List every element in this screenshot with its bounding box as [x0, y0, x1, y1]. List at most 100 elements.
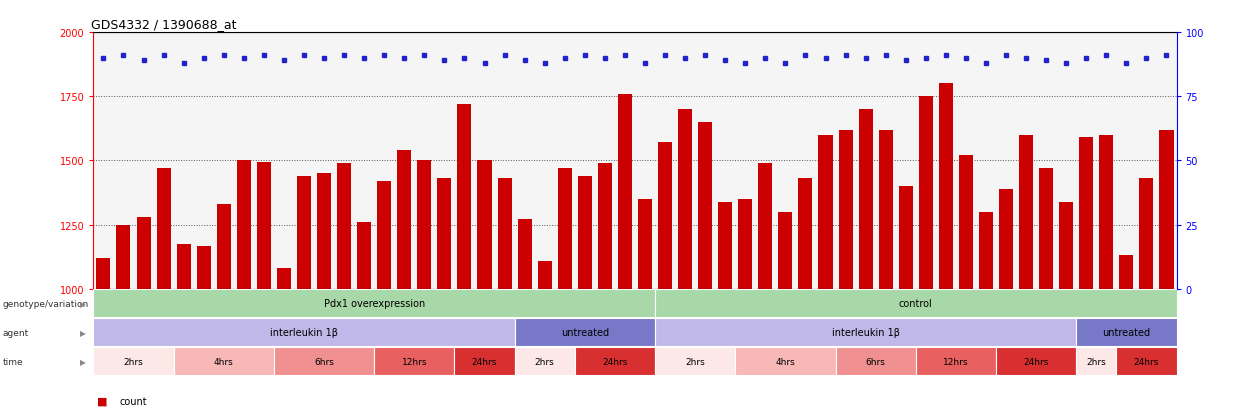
Text: control: control [899, 299, 933, 309]
Bar [959, 156, 972, 413]
Text: interleukin 1β: interleukin 1β [832, 328, 900, 337]
Bar [173, 347, 274, 375]
Text: time: time [2, 357, 24, 366]
Bar [637, 199, 652, 413]
Bar [514, 318, 655, 347]
Bar [718, 202, 732, 413]
Bar [1020, 135, 1033, 413]
Bar [237, 161, 250, 413]
Text: GDS4332 / 1390688_at: GDS4332 / 1390688_at [91, 17, 237, 31]
Text: Pdx1 overexpression: Pdx1 overexpression [324, 299, 425, 309]
Bar [1076, 347, 1117, 375]
Bar [655, 290, 1177, 318]
Text: 12hrs: 12hrs [944, 357, 969, 366]
Bar [939, 84, 952, 413]
Text: 24hrs: 24hrs [472, 357, 497, 366]
Bar [758, 164, 772, 413]
Bar [454, 347, 514, 375]
Bar [659, 143, 672, 413]
Bar [93, 347, 173, 375]
Bar [1099, 135, 1113, 413]
Bar [1139, 179, 1153, 413]
Bar [558, 169, 571, 413]
Text: 2hrs: 2hrs [1087, 357, 1106, 366]
Bar [899, 187, 913, 413]
Bar [377, 182, 391, 413]
Bar [1079, 138, 1093, 413]
Bar [93, 290, 655, 318]
Bar [1040, 169, 1053, 413]
Text: 24hrs: 24hrs [1023, 357, 1048, 366]
Bar [738, 199, 752, 413]
Bar [514, 347, 575, 375]
Text: ▶: ▶ [81, 328, 86, 337]
Bar [478, 161, 492, 413]
Text: agent: agent [2, 328, 29, 337]
Bar [778, 212, 792, 413]
Bar [835, 347, 916, 375]
Bar [397, 151, 411, 413]
Bar [137, 217, 151, 413]
Bar [337, 164, 351, 413]
Bar [578, 176, 591, 413]
Bar [1076, 318, 1177, 347]
Text: ▶: ▶ [81, 357, 86, 366]
Text: interleukin 1β: interleukin 1β [270, 328, 337, 337]
Bar [655, 318, 1076, 347]
Text: genotype/variation: genotype/variation [2, 299, 88, 308]
Text: count: count [120, 396, 147, 406]
Bar [1159, 131, 1174, 413]
Text: ▶: ▶ [81, 299, 86, 308]
Bar [437, 179, 452, 413]
Bar [274, 347, 375, 375]
Bar [818, 135, 833, 413]
Bar [1119, 256, 1133, 413]
Bar [1059, 202, 1073, 413]
Bar [698, 123, 712, 413]
Text: 24hrs: 24hrs [1134, 357, 1159, 366]
Bar [655, 347, 736, 375]
Text: 2hrs: 2hrs [535, 357, 554, 366]
Bar [217, 204, 230, 413]
Bar [916, 347, 996, 375]
Bar [979, 212, 994, 413]
Text: 4hrs: 4hrs [214, 357, 234, 366]
Bar [598, 164, 611, 413]
Bar [919, 97, 933, 413]
Bar [996, 347, 1076, 375]
Text: untreated: untreated [560, 328, 609, 337]
Bar [575, 347, 655, 375]
Text: 6hrs: 6hrs [314, 357, 334, 366]
Text: 6hrs: 6hrs [865, 357, 885, 366]
Bar [117, 225, 131, 413]
Bar [177, 244, 190, 413]
Bar [93, 318, 514, 347]
Bar [197, 247, 210, 413]
Bar [375, 347, 454, 375]
Bar [839, 131, 853, 413]
Bar [317, 174, 331, 413]
Text: ■: ■ [97, 396, 107, 406]
Bar [357, 223, 371, 413]
Text: 4hrs: 4hrs [776, 357, 796, 366]
Bar [157, 169, 171, 413]
Text: 2hrs: 2hrs [685, 357, 705, 366]
Bar [298, 176, 311, 413]
Bar [457, 105, 472, 413]
Bar [679, 110, 692, 413]
Bar [518, 220, 532, 413]
Bar [859, 110, 873, 413]
Bar [276, 268, 291, 413]
Bar [879, 131, 893, 413]
Bar [538, 261, 552, 413]
Bar [498, 179, 512, 413]
Bar [998, 189, 1013, 413]
Bar [417, 161, 431, 413]
Text: 2hrs: 2hrs [123, 357, 143, 366]
Bar [798, 179, 813, 413]
Text: untreated: untreated [1102, 328, 1150, 337]
Bar [618, 95, 632, 413]
Bar [96, 259, 111, 413]
Bar [1117, 347, 1177, 375]
Text: 24hrs: 24hrs [603, 357, 627, 366]
